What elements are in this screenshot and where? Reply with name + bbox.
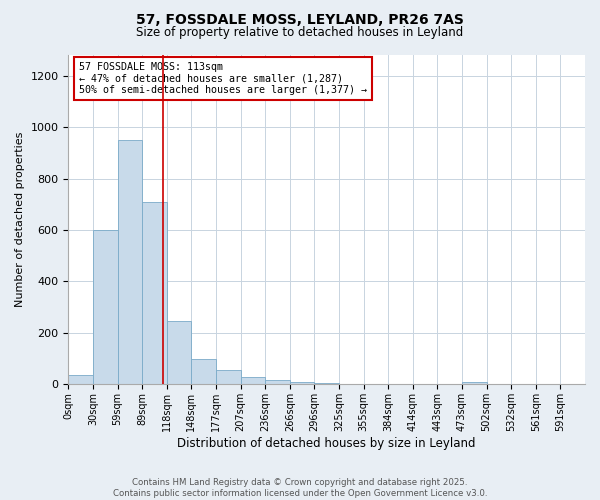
Bar	[290, 382, 314, 384]
Bar	[167, 322, 191, 384]
Bar	[68, 376, 93, 384]
Bar	[265, 380, 290, 384]
Text: Contains HM Land Registry data © Crown copyright and database right 2025.
Contai: Contains HM Land Registry data © Crown c…	[113, 478, 487, 498]
Bar	[314, 383, 339, 384]
Y-axis label: Number of detached properties: Number of detached properties	[15, 132, 25, 308]
X-axis label: Distribution of detached houses by size in Leyland: Distribution of detached houses by size …	[178, 437, 476, 450]
Text: Size of property relative to detached houses in Leyland: Size of property relative to detached ho…	[136, 26, 464, 39]
Bar	[241, 376, 265, 384]
Bar	[93, 230, 118, 384]
Bar	[462, 382, 487, 384]
Bar	[191, 359, 216, 384]
Bar	[216, 370, 241, 384]
Bar	[118, 140, 142, 384]
Text: 57 FOSSDALE MOSS: 113sqm
← 47% of detached houses are smaller (1,287)
50% of sem: 57 FOSSDALE MOSS: 113sqm ← 47% of detach…	[79, 62, 367, 95]
Text: 57, FOSSDALE MOSS, LEYLAND, PR26 7AS: 57, FOSSDALE MOSS, LEYLAND, PR26 7AS	[136, 12, 464, 26]
Bar	[142, 202, 167, 384]
